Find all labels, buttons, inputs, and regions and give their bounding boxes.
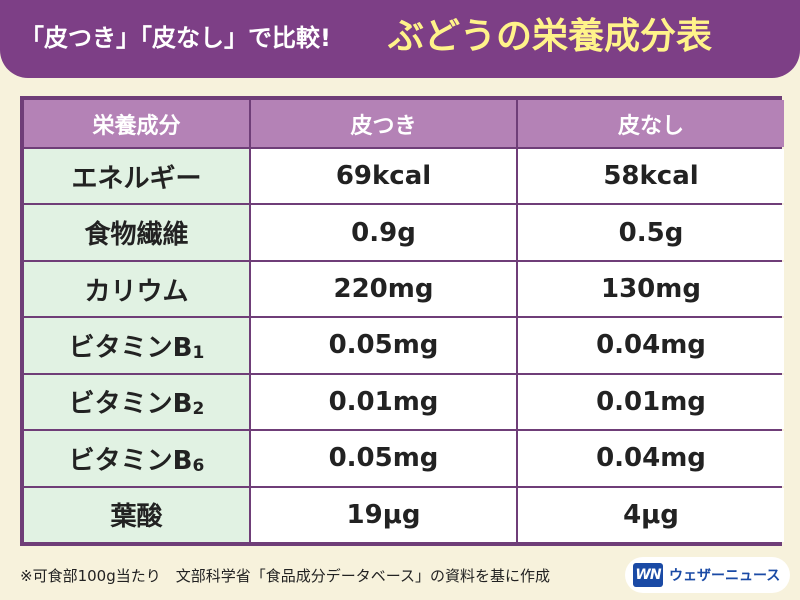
with-skin-value: 220mg [251,261,516,317]
with-skin-value: 0.9g [251,205,516,260]
table-header-row: 栄養成分 皮つき 皮なし [24,100,784,147]
nutrient-name: 葉酸 [110,502,163,533]
column-header-with-skin: 皮つき [251,100,516,147]
table-row: ビタミンB6 0.05mg 0.04mg [24,431,784,486]
table-row: ビタミンB1 0.05mg 0.04mg [24,318,784,373]
without-skin-value: 0.01mg [518,374,784,430]
with-skin-value: 0.05mg [251,431,516,486]
nutrient-name-cell: ビタミンB1 [24,318,249,373]
table-row: 食物繊維 0.9g 0.5g [24,205,784,260]
weathernews-logo: WN ウェザーニュース [625,557,790,593]
without-skin-value: 58kcal [518,149,784,204]
nutrient-name: ビタミンB [68,389,193,420]
with-skin-value: 69kcal [251,149,516,204]
weathernews-logo-icon: WN [633,563,663,587]
with-skin-value: 0.01mg [251,374,516,430]
with-skin-value: 19μg [251,487,516,542]
without-skin-value: 0.04mg [518,431,784,486]
table-row: ビタミンB2 0.01mg 0.01mg [24,374,784,430]
without-skin-value: 4μg [518,487,784,542]
nutrient-subscript: 2 [192,399,205,420]
without-skin-value: 0.5g [518,205,784,260]
header-subtitle: 「皮つき」「皮なし」で比較! [20,24,331,52]
nutrient-name-cell: エネルギー [24,149,249,204]
with-skin-value: 0.05mg [251,318,516,373]
nutrient-name-cell: カリウム [24,261,249,317]
nutrient-name-cell: 食物繊維 [24,205,249,260]
weathernews-logo-text: ウェザーニュース [669,568,781,584]
nutrient-name: エネルギー [71,163,202,194]
source-note: ※可食部100g当たり 文部科学省「食品成分データベース」の資料を基に作成 [20,567,550,585]
page-title: ぶどうの栄養成分表 [388,16,713,57]
nutrient-name: ビタミンB [68,332,193,363]
column-header-nutrient: 栄養成分 [24,100,249,147]
nutrient-name: 食物繊維 [84,220,189,251]
header-banner: 「皮つき」「皮なし」で比較! ぶどうの栄養成分表 [0,0,800,78]
nutrition-table-container: 栄養成分 皮つき 皮なし エネルギー 69kcal 58kcal 食物繊維 0.… [20,96,784,546]
nutrient-name-cell: ビタミンB6 [24,431,249,486]
nutrient-subscript: 6 [192,455,205,476]
nutrient-name-cell: ビタミンB2 [24,374,249,430]
nutrient-subscript: 1 [192,342,205,363]
nutrient-name: カリウム [84,276,189,307]
without-skin-value: 0.04mg [518,318,784,373]
nutrient-name: ビタミンB [68,445,193,476]
nutrient-name-cell: 葉酸 [24,487,249,542]
table-row: エネルギー 69kcal 58kcal [24,149,784,204]
nutrition-table: 栄養成分 皮つき 皮なし エネルギー 69kcal 58kcal 食物繊維 0.… [22,98,786,544]
table-row: カリウム 220mg 130mg [24,261,784,317]
table-row: 葉酸 19μg 4μg [24,487,784,542]
column-header-without-skin: 皮なし [518,100,784,147]
without-skin-value: 130mg [518,261,784,317]
